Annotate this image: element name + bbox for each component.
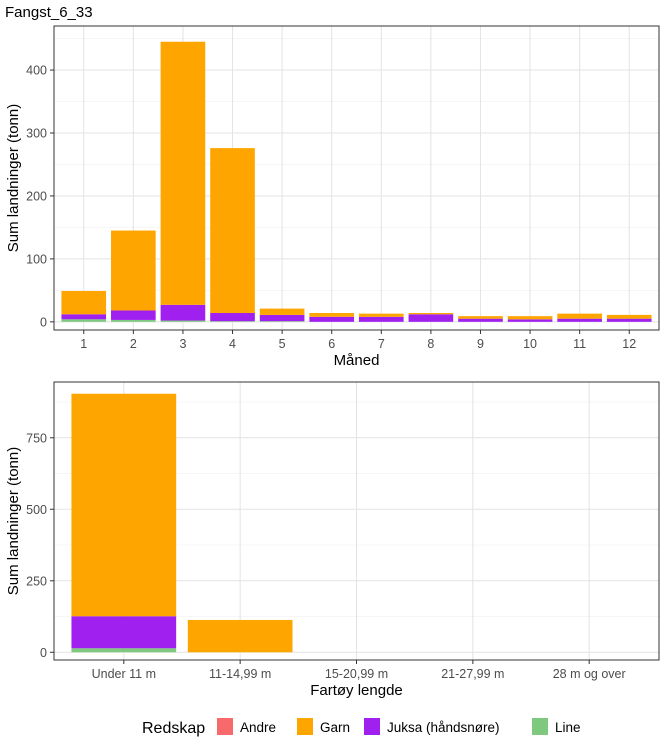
- legend-label: Garn: [320, 720, 350, 735]
- x-tick-label: 6: [328, 337, 335, 351]
- bar-segment: [210, 321, 255, 322]
- bar-segment: [71, 393, 177, 617]
- x-tick-label: 1: [80, 337, 87, 351]
- bar-segment: [160, 41, 206, 305]
- legend-swatch: [532, 718, 548, 735]
- x-axis-title: Måned: [334, 352, 380, 369]
- legend-title: Redskap: [142, 720, 205, 737]
- y-tick-label: 750: [26, 431, 47, 445]
- bar-segment: [71, 648, 177, 653]
- x-tick-label: 5: [279, 337, 286, 351]
- x-tick-label: 28 m og over: [553, 667, 626, 681]
- bar-segment: [61, 290, 107, 315]
- y-tick-label: 300: [26, 126, 47, 140]
- bar-segment: [160, 320, 206, 322]
- x-tick-label: 11: [573, 337, 586, 351]
- bar-segment: [557, 313, 602, 319]
- x-tick-label: 4: [229, 337, 236, 351]
- x-axis-title: Fartøy lengde: [310, 682, 403, 699]
- bar-segment: [408, 314, 454, 322]
- figure-title: Fangst_6_33: [5, 4, 93, 21]
- bar-segment: [71, 616, 177, 649]
- vessel-length-chart: 0 250 500 750 Under 11 m 11-14,99 m 15-20,99 m…: [5, 381, 660, 699]
- legend-swatch: [364, 718, 380, 735]
- panel-border: [53, 25, 660, 331]
- y-tick-label: 100: [26, 252, 47, 266]
- bar-segment: [210, 148, 255, 314]
- y-tick-label: 250: [26, 574, 47, 588]
- bar-segment: [111, 319, 156, 322]
- y-tick-label: 0: [40, 315, 47, 329]
- x-tick-label: 10: [523, 337, 537, 351]
- bar-segment: [187, 619, 293, 653]
- bar-segment: [408, 313, 454, 315]
- y-tick-label: 500: [26, 503, 47, 517]
- x-tick-label: 12: [622, 337, 636, 351]
- y-tick-label: 200: [26, 189, 47, 203]
- bar-segment: [557, 318, 602, 322]
- x-tick-label: 2: [130, 337, 137, 351]
- y-axis-title: Sum landninger (tonn): [5, 447, 22, 595]
- legend-swatch: [297, 718, 313, 735]
- bar-segment: [259, 308, 305, 315]
- bar-segment: [210, 313, 255, 322]
- legend-label: Juksa (håndsnøre): [387, 720, 500, 735]
- bar-segment: [606, 314, 652, 319]
- bar-segment: [507, 319, 553, 322]
- x-tick-label: 15-20,99 m: [325, 667, 388, 681]
- bar-segment: [259, 314, 305, 322]
- bar-segment: [111, 310, 156, 320]
- bar-segment: [61, 319, 107, 322]
- legend-label: Line: [555, 720, 581, 735]
- x-tick-label: 7: [378, 337, 385, 351]
- bar-segment: [458, 316, 503, 319]
- x-tick-label: 8: [427, 337, 434, 351]
- bar-segment: [309, 313, 355, 317]
- y-axis-title: Sum landninger (tonn): [5, 104, 22, 252]
- bar-segment: [61, 314, 107, 320]
- x-tick-label: 21-27,99 m: [441, 667, 504, 681]
- bar-segment: [358, 316, 404, 322]
- bar-segment: [606, 318, 652, 322]
- x-tick-label: Under 11 m: [92, 667, 156, 681]
- bar-segment: [309, 316, 355, 322]
- legend-label: Andre: [240, 720, 276, 735]
- bar-segment: [111, 230, 156, 311]
- bar-segment: [160, 304, 206, 321]
- bar-segment: [458, 318, 503, 322]
- bar-segment: [259, 321, 305, 322]
- bar-segment: [507, 316, 553, 320]
- y-tick-label: 400: [26, 64, 47, 78]
- bar-segment: [358, 313, 404, 317]
- y-tick-label: 0: [40, 646, 47, 660]
- legend: Redskap Andre Garn Juksa (håndsnøre) Line: [142, 718, 581, 737]
- x-tick-label: 11-14,99 m: [209, 667, 271, 681]
- legend-swatch: [217, 718, 233, 735]
- x-tick-label: 9: [477, 337, 484, 351]
- x-tick-label: 3: [179, 337, 186, 351]
